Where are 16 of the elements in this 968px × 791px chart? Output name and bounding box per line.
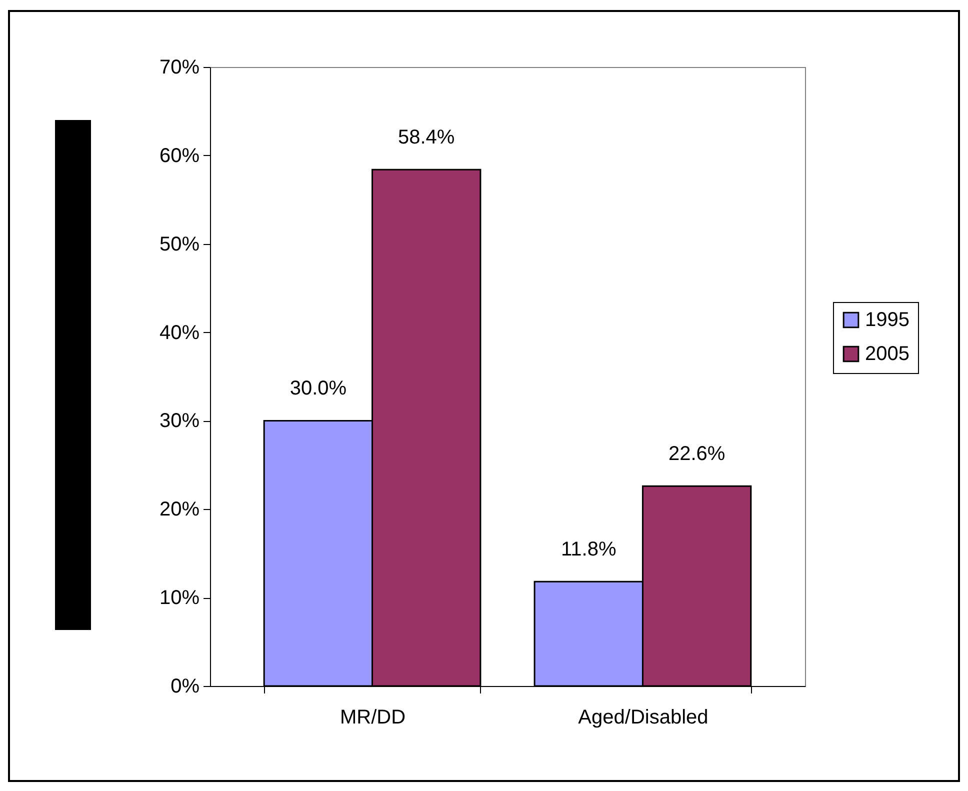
y-tick-label: 30% xyxy=(159,410,200,432)
data-label: 30.0% xyxy=(290,378,347,400)
y-tick-label: 40% xyxy=(159,322,200,344)
legend-label: 1995 xyxy=(865,309,910,331)
y-tick-label: 20% xyxy=(159,498,200,521)
data-label: 22.6% xyxy=(668,443,726,466)
y-tick-label: 70% xyxy=(159,56,200,78)
x-tick-label: Aged/Disabled xyxy=(578,706,708,728)
y-tick-label: 60% xyxy=(159,144,200,167)
x-tick-label: MR/DD xyxy=(340,706,406,728)
data-label: 11.8% xyxy=(561,538,616,561)
legend-label: 2005 xyxy=(865,343,910,365)
data-label: 58.4% xyxy=(398,126,455,149)
y-tick-label: 50% xyxy=(159,233,200,256)
y-tick-label: 10% xyxy=(159,587,200,610)
y-tick-label: 0% xyxy=(170,676,200,698)
